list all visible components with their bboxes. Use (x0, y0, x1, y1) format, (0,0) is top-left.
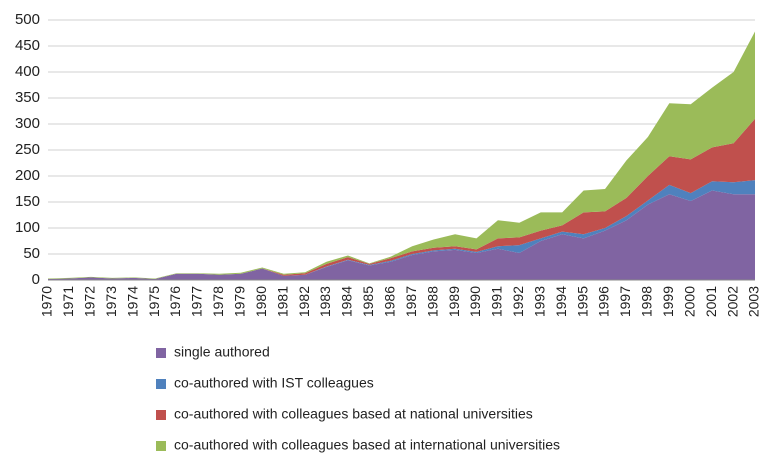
y-tick-label: 350 (15, 89, 40, 106)
y-tick-label: 300 (15, 115, 40, 132)
x-tick-label: 1980 (253, 286, 269, 317)
y-tick-label: 50 (23, 245, 40, 262)
y-tick-label: 250 (15, 141, 40, 158)
x-tick-label: 2003 (746, 286, 762, 317)
y-tick-label: 200 (15, 167, 40, 184)
x-tick-label: 1997 (617, 286, 633, 317)
x-tick-label: 1983 (317, 286, 333, 317)
legend-label: single authored (174, 344, 270, 360)
legend-swatch (156, 379, 166, 389)
x-tick-label: 1995 (574, 286, 590, 317)
x-tick-label: 1981 (274, 286, 290, 317)
x-tick-label: 1994 (553, 286, 569, 317)
x-tick-label: 1990 (467, 286, 483, 317)
y-tick-label: 0 (32, 271, 40, 288)
x-tick-label: 1991 (489, 286, 505, 317)
x-tick-label: 2000 (681, 286, 697, 317)
x-tick-label: 1977 (189, 286, 205, 317)
x-tick-label: 1979 (232, 286, 248, 317)
x-tick-label: 1998 (639, 286, 655, 317)
x-tick-label: 1992 (510, 286, 526, 317)
legend-label: co-authored with colleagues based at nat… (174, 406, 533, 422)
x-tick-label: 1996 (596, 286, 612, 317)
y-tick-label: 150 (15, 193, 40, 210)
y-tick-label: 400 (15, 63, 40, 80)
x-tick-label: 1976 (167, 286, 183, 317)
legend-swatch (156, 410, 166, 420)
x-tick-label: 1972 (82, 286, 98, 317)
x-tick-label: 1986 (381, 286, 397, 317)
x-tick-label: 2002 (724, 286, 740, 317)
x-tick-label: 1970 (39, 286, 55, 317)
legend-swatch (156, 348, 166, 358)
x-tick-label: 1988 (424, 286, 440, 317)
x-tick-label: 1987 (403, 286, 419, 317)
y-tick-label: 500 (15, 11, 40, 28)
legend-swatch (156, 441, 166, 451)
legend-label: co-authored with IST colleagues (174, 375, 374, 391)
x-tick-label: 2001 (703, 286, 719, 317)
x-tick-label: 1993 (531, 286, 547, 317)
x-tick-label: 1999 (660, 286, 676, 317)
x-tick-label: 1982 (296, 286, 312, 317)
legend-label: co-authored with colleagues based at int… (174, 437, 560, 453)
x-tick-label: 1984 (339, 286, 355, 317)
x-tick-label: 1985 (360, 286, 376, 317)
x-tick-label: 1971 (60, 286, 76, 317)
x-tick-label: 1978 (210, 286, 226, 317)
x-tick-label: 1973 (103, 286, 119, 317)
x-tick-label: 1974 (124, 286, 140, 317)
x-tick-label: 1989 (446, 286, 462, 317)
y-tick-label: 450 (15, 37, 40, 54)
x-tick-label: 1975 (146, 286, 162, 317)
y-tick-label: 100 (15, 219, 40, 236)
area (48, 190, 755, 280)
